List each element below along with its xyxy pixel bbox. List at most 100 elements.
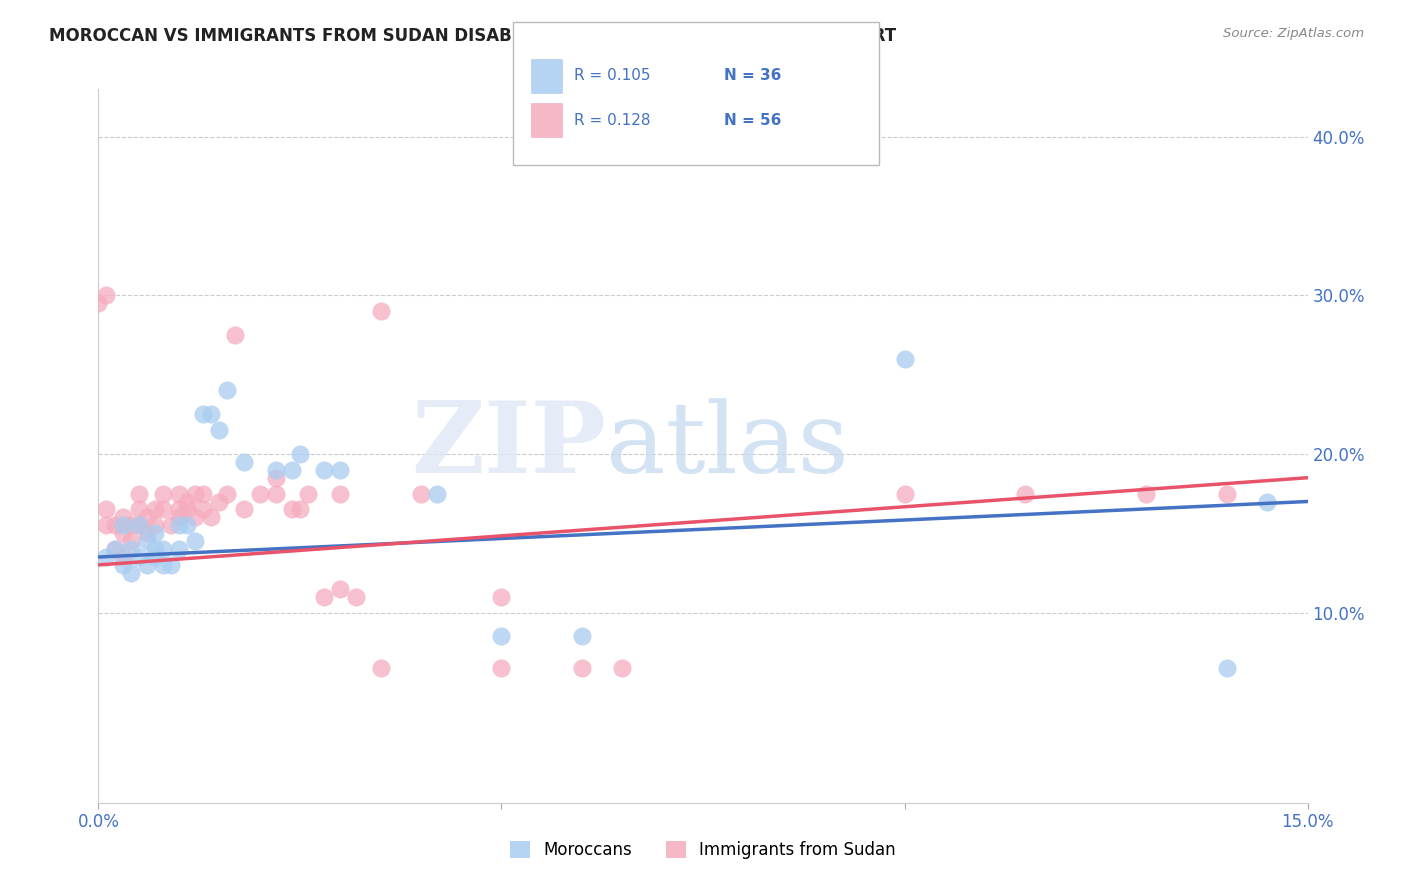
Point bbox=[893, 351, 915, 366]
Point bbox=[491, 590, 513, 604]
Point bbox=[288, 447, 311, 461]
Point bbox=[167, 542, 190, 557]
Point bbox=[167, 518, 190, 533]
Point bbox=[314, 590, 336, 604]
Point bbox=[167, 486, 190, 500]
Point bbox=[288, 502, 311, 516]
Point bbox=[167, 510, 190, 524]
Point bbox=[491, 629, 513, 643]
Point bbox=[96, 502, 118, 516]
Point bbox=[208, 423, 231, 437]
Point bbox=[152, 502, 174, 516]
Point bbox=[370, 304, 392, 318]
Point bbox=[135, 558, 157, 572]
Point bbox=[103, 542, 125, 557]
Text: R = 0.128: R = 0.128 bbox=[574, 113, 650, 128]
Point bbox=[314, 463, 336, 477]
Point bbox=[193, 407, 215, 421]
Point bbox=[103, 542, 125, 557]
Legend: Moroccans, Immigrants from Sudan: Moroccans, Immigrants from Sudan bbox=[510, 840, 896, 859]
Point bbox=[370, 661, 392, 675]
Point bbox=[184, 486, 207, 500]
Point bbox=[264, 471, 287, 485]
Point bbox=[409, 486, 432, 500]
Point bbox=[193, 486, 215, 500]
Point bbox=[128, 486, 150, 500]
Point bbox=[128, 518, 150, 533]
Point bbox=[111, 518, 134, 533]
Point bbox=[120, 518, 142, 533]
Point bbox=[1216, 486, 1239, 500]
Point bbox=[329, 582, 352, 596]
Point bbox=[176, 518, 198, 533]
Point bbox=[160, 518, 183, 533]
Point bbox=[96, 518, 118, 533]
Point bbox=[176, 494, 198, 508]
Point bbox=[329, 463, 352, 477]
Point bbox=[152, 558, 174, 572]
Point bbox=[200, 407, 222, 421]
Point bbox=[281, 502, 304, 516]
Text: atlas: atlas bbox=[606, 398, 849, 494]
Text: MOROCCAN VS IMMIGRANTS FROM SUDAN DISABILITY AGE 35 TO 64 CORRELATION CHART: MOROCCAN VS IMMIGRANTS FROM SUDAN DISABI… bbox=[49, 27, 897, 45]
Point bbox=[208, 494, 231, 508]
Point bbox=[152, 542, 174, 557]
Point bbox=[1256, 494, 1278, 508]
Point bbox=[297, 486, 319, 500]
Text: Source: ZipAtlas.com: Source: ZipAtlas.com bbox=[1223, 27, 1364, 40]
Point bbox=[87, 296, 110, 310]
Point bbox=[120, 534, 142, 549]
Text: R = 0.105: R = 0.105 bbox=[574, 69, 650, 83]
Point bbox=[264, 486, 287, 500]
Point bbox=[249, 486, 271, 500]
Text: N = 56: N = 56 bbox=[724, 113, 782, 128]
Point bbox=[128, 518, 150, 533]
Point bbox=[152, 486, 174, 500]
Point bbox=[571, 629, 593, 643]
Point bbox=[329, 486, 352, 500]
Point bbox=[143, 502, 166, 516]
Point bbox=[111, 526, 134, 541]
Text: ZIP: ZIP bbox=[412, 398, 606, 494]
Point bbox=[96, 549, 118, 564]
Point bbox=[120, 566, 142, 580]
Point bbox=[1014, 486, 1036, 500]
Text: N = 36: N = 36 bbox=[724, 69, 782, 83]
Point bbox=[344, 590, 367, 604]
Point bbox=[200, 510, 222, 524]
Point bbox=[128, 549, 150, 564]
Point bbox=[232, 502, 254, 516]
Point bbox=[143, 542, 166, 557]
Point bbox=[111, 549, 134, 564]
Point bbox=[176, 502, 198, 516]
Point bbox=[224, 328, 246, 343]
Point bbox=[135, 526, 157, 541]
Point bbox=[217, 486, 239, 500]
Point bbox=[111, 558, 134, 572]
Point bbox=[120, 542, 142, 557]
Point bbox=[612, 661, 634, 675]
Point bbox=[167, 502, 190, 516]
Point bbox=[111, 510, 134, 524]
Point bbox=[426, 486, 449, 500]
Point bbox=[1216, 661, 1239, 675]
Point bbox=[184, 510, 207, 524]
Point bbox=[103, 518, 125, 533]
Point bbox=[893, 486, 915, 500]
Point bbox=[1135, 486, 1157, 500]
Point bbox=[281, 463, 304, 477]
Point bbox=[264, 463, 287, 477]
Point bbox=[96, 288, 118, 302]
Point bbox=[491, 661, 513, 675]
Point bbox=[232, 455, 254, 469]
Point bbox=[571, 661, 593, 675]
Point bbox=[143, 549, 166, 564]
Point bbox=[160, 558, 183, 572]
Point bbox=[193, 502, 215, 516]
Point bbox=[135, 510, 157, 524]
Point bbox=[135, 534, 157, 549]
Point bbox=[143, 526, 166, 541]
Point bbox=[184, 534, 207, 549]
Point bbox=[143, 518, 166, 533]
Point bbox=[217, 384, 239, 398]
